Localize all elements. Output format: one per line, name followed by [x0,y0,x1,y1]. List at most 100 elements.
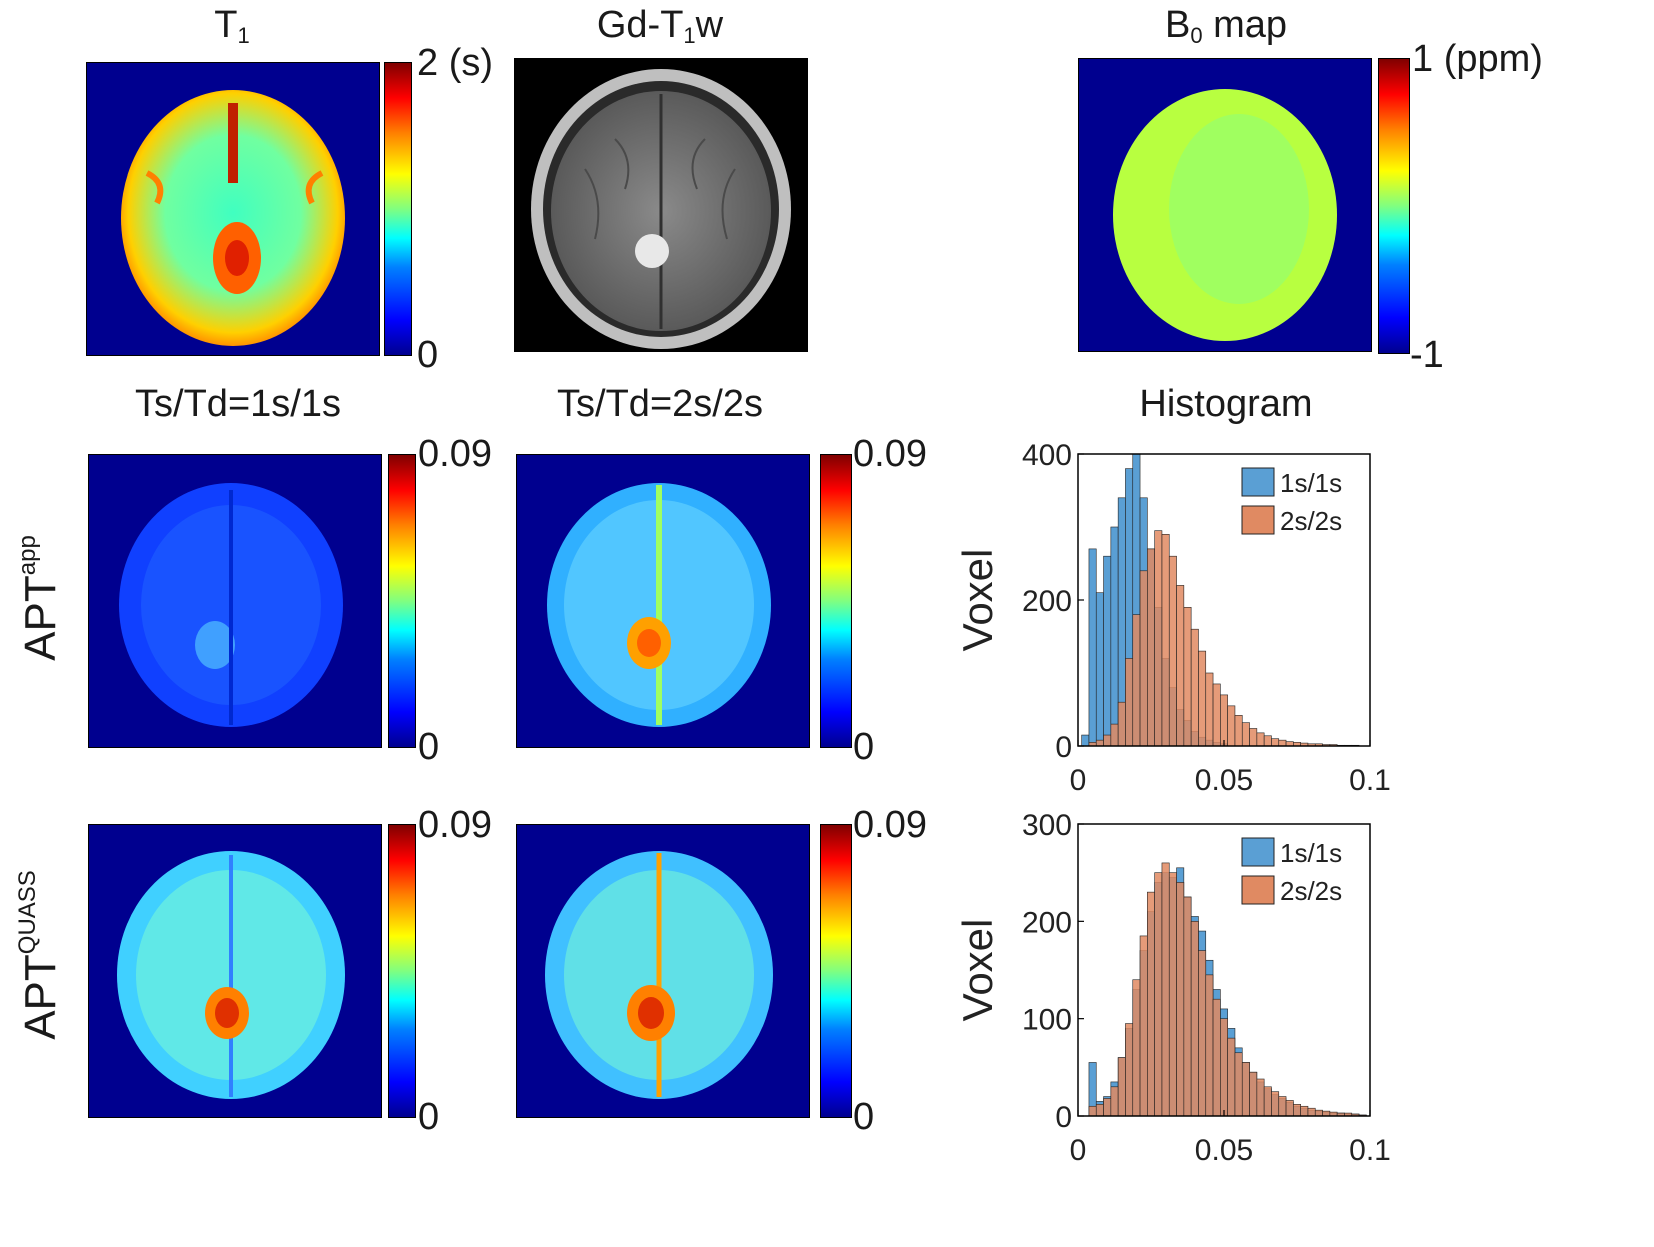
hist-bar-2s-2s [1190,628,1199,747]
hist-bar-2s-2s [1176,585,1185,747]
hist-bar-1s-1s [1095,592,1104,747]
row-label-apt-app-base: APT [16,575,65,661]
b0-map-image [1078,58,1372,352]
hist-bar-2s-2s [1212,683,1221,747]
hist-xtick-label: 0.05 [1195,1134,1253,1167]
title-t1: T1 [214,4,249,49]
row-label-apt-app-sup: app [14,535,41,576]
hist-bar-2s-2s [1176,882,1185,1117]
hist-bar-2s-2s [1110,723,1119,747]
hist-bar-2s-2s [1117,1057,1126,1117]
hist-bar-2s-2s [1220,1018,1228,1117]
title-gd-sub: 1 [683,23,696,48]
hist-bar-2s-2s [1139,935,1148,1117]
b0-colorbar-min: -1 [1410,334,1444,376]
hist-bar-2s-2s [1139,570,1148,747]
apt-quass-1s-colorbar [388,824,416,1118]
hist-bar-1s-1s [1110,526,1119,747]
apt-quass-1s-image [88,824,382,1118]
hist-bar-2s-2s [1234,1052,1243,1117]
hist-ytick-label: 0 [1055,1101,1072,1134]
hist-bar-2s-2s [1125,658,1134,747]
gd-t1w-image [514,58,808,352]
hist-bar-2s-2s [1256,1078,1265,1117]
hist-bar-2s-2s [1227,1037,1236,1117]
title-ts-1s: Ts/Td=1s/1s [135,383,341,425]
apt-quass-2s-image [516,824,810,1118]
apt-app-2s-colorbar [820,454,852,748]
hist-bar-2s-2s [1227,705,1236,747]
hist-bar-2s-2s [1241,722,1250,747]
apt-quass-2s-colorbar-max: 0.09 [853,804,927,846]
legend-swatch [1241,467,1275,497]
hist-bar-2s-2s [1190,921,1199,1117]
hist-bar-2s-2s [1205,974,1214,1117]
hist-bar-2s-2s [1095,1104,1104,1117]
apt-app-1s-colorbar-min: 0 [418,726,440,768]
hist-xtick-label: 0 [1070,764,1087,797]
title-b0-base: B [1164,4,1191,46]
hist-bar-2s-2s [1095,739,1104,747]
apt-app-1s-colorbar [388,454,416,748]
apt-app-2s-image [516,454,810,748]
hist-ylabel: Voxel [954,549,1001,652]
hist-bar-2s-2s [1314,1109,1323,1117]
hist-bar-2s-2s [1147,548,1155,747]
hist-bar-2s-2s [1168,872,1177,1117]
title-histogram: Histogram [1139,383,1313,425]
hist-bar-2s-2s [1234,715,1243,747]
hist-bar-2s-2s [1132,979,1141,1117]
hist-bar-2s-2s [1300,1105,1309,1117]
hist-bar-2s-2s [1103,734,1112,747]
t1-colorbar [384,62,412,356]
legend-label: 2s/2s [1280,506,1342,536]
hist-bar-2s-2s [1212,998,1221,1117]
apt-app-1s-colorbar-max: 0.09 [418,433,492,475]
apt-quass-1s-colorbar-max: 0.09 [418,804,492,846]
hist-bar-2s-2s [1154,530,1163,747]
hist-bar-1s-1s [1103,555,1112,747]
legend-swatch [1241,875,1275,905]
hist-ytick-label: 400 [1022,439,1072,472]
hist-bar-2s-2s [1278,1096,1287,1117]
legend-swatch [1241,505,1275,535]
hist-bar-2s-2s [1249,728,1258,747]
legend-swatch [1241,837,1275,867]
row-label-apt-quass-sup: QUASS [14,870,41,955]
title-ts-2s: Ts/Td=2s/2s [557,383,763,425]
hist-ytick-label: 200 [1022,906,1072,939]
hist-bar-2s-2s [1154,872,1163,1117]
hist-ytick-label: 100 [1022,1004,1072,1037]
row-label-apt-quass-base: APT [16,954,65,1040]
hist-bar-2s-2s [1307,1107,1316,1117]
apt-app-1s-image [88,454,382,748]
hist-bar-2s-2s [1183,607,1192,747]
hist-bar-2s-2s [1117,701,1126,747]
hist-bar-2s-2s [1263,1086,1272,1117]
hist-ytick-label: 300 [1022,809,1072,842]
hist-xtick-label: 0.1 [1349,764,1391,797]
hist-bar-2s-2s [1103,1098,1112,1117]
hist-bar-2s-2s [1198,950,1207,1117]
hist-xtick-label: 0.1 [1349,1134,1391,1167]
hist-ytick-label: 0 [1055,731,1072,764]
title-t1-base: T [214,4,238,46]
title-t1-sub: 1 [237,23,250,48]
hist-bar-1s-1s [1088,548,1097,747]
hist-bar-2s-2s [1271,738,1280,747]
hist-bar-2s-2s [1125,1023,1134,1117]
title-gd-pre: Gd-T [596,4,684,46]
apt-quass-2s-colorbar-min: 0 [853,1096,875,1138]
b0-colorbar [1378,58,1410,354]
hist-bar-2s-2s [1161,534,1170,747]
hist-bar-2s-2s [1263,735,1272,747]
apt-quass-2s-colorbar [820,824,852,1118]
hist-bar-2s-2s [1205,672,1214,747]
hist-bar-2s-2s [1285,1100,1294,1117]
title-b0-sub: 0 [1190,23,1203,48]
histogram-apt-quass: 0 100 200 300 0 0.05 0.1 Voxel 1s/1s 2s/2s [954,809,1391,1167]
legend-label: 2s/2s [1280,876,1342,906]
t1-colorbar-min: 0 [417,334,439,376]
legend-label: 1s/1s [1280,838,1342,868]
hist-bar-2s-2s [1293,1104,1301,1117]
